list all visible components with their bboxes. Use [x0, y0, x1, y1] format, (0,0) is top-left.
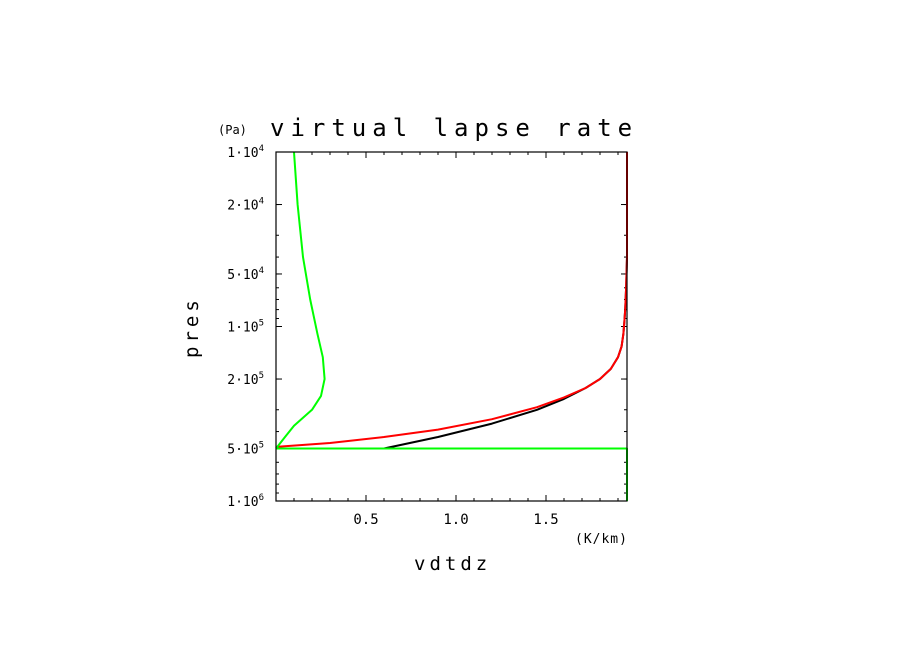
x-tick-label: 1.5	[533, 512, 558, 528]
y-axis-label: pres	[181, 296, 203, 358]
y-unit-label: (Pa)	[218, 123, 247, 137]
plot-area	[275, 151, 628, 502]
y-tick-label: 1·104	[227, 144, 264, 161]
series-line-2	[275, 152, 628, 448]
x-tick-label: 1.0	[443, 512, 468, 528]
y-tick-label: 2·104	[227, 197, 264, 214]
y-tick-label: 5·105	[227, 440, 264, 457]
x-axis-label: vdtdz	[414, 553, 491, 575]
series-line-4	[276, 447, 628, 501]
y-tick-label: 5·104	[227, 266, 264, 283]
series-line-1	[383, 152, 628, 450]
x-unit-label: (K/km)	[575, 532, 628, 547]
x-tick-label: 0.5	[353, 512, 378, 528]
x-tick-labels: 0.5 1.0 1.5	[353, 512, 558, 528]
y-tick-label: 2·105	[227, 371, 264, 388]
y-tick-labels: 1·104 2·104 5·104 1·105 2·105 5·105 1·106	[227, 144, 264, 510]
series-line-3	[275, 151, 326, 450]
y-tick-label: 1·105	[227, 319, 264, 336]
series-lines	[275, 151, 628, 501]
y-tick-label: 1·106	[227, 493, 264, 510]
chart-title: virtual lapse rate	[270, 114, 638, 142]
plot-frame	[275, 151, 628, 502]
